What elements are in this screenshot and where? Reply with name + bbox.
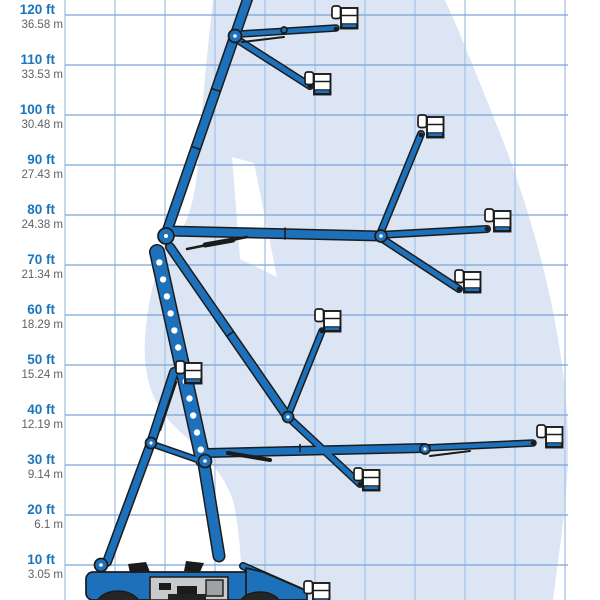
axis-label-ft: 70 ft [27, 252, 55, 267]
joint-pins [99, 34, 427, 567]
engine-detail [177, 586, 197, 595]
axis-label-ft: 20 ft [27, 502, 55, 517]
top-jib-horizontal [237, 25, 339, 37]
hydraulic-cylinders [158, 36, 471, 462]
axis-label-m: 36.58 m [21, 19, 63, 31]
grid-horizontal-lines [65, 14, 568, 566]
upper-horizontal-boom [164, 227, 384, 240]
mount-bracket [128, 562, 150, 573]
axis-label-m: 33.53 m [21, 69, 63, 81]
axis-label-ft: 90 ft [27, 152, 55, 167]
axis-label-m: 15.24 m [21, 369, 63, 381]
axis-label-ft: 10 ft [27, 552, 55, 567]
axis-label-ft: 40 ft [27, 402, 55, 417]
top-jib-down [235, 37, 313, 89]
jib-to-mid-basket [284, 328, 325, 421]
axis-label-ft: 50 ft [27, 352, 55, 367]
upper-boom-tip [375, 226, 490, 238]
wheel [240, 591, 280, 600]
envelope-notch [232, 157, 277, 277]
chassis [85, 561, 308, 600]
axis-label-ft: 110 ft [20, 52, 55, 67]
axis-label-ft: 100 ft [19, 102, 55, 117]
mount-bracket [184, 561, 204, 572]
jib-down-right [378, 235, 462, 292]
wheel [96, 590, 140, 600]
left-leg-boom [103, 368, 178, 566]
axis-label-m: 3.05 m [27, 569, 63, 581]
axle [168, 594, 206, 600]
axis-label-m: 24.38 m [21, 219, 63, 231]
axis-label-m: 12.19 m [21, 419, 63, 431]
riser-boom [150, 245, 210, 467]
axis-label-m: 9.14 m [27, 469, 63, 481]
axis-label-ft: 80 ft [27, 202, 55, 217]
boom-lift-machine [85, 0, 537, 600]
riser-lower [198, 453, 224, 561]
lower-horizontal-boom [204, 444, 428, 457]
mid-diagonal-boom [166, 243, 291, 420]
axis-label-m: 21.34 m [21, 269, 63, 281]
grid [64, 0, 568, 600]
axis-label-m: 30.48 m [21, 119, 63, 131]
engine-detail [159, 583, 171, 590]
engine-detail [205, 579, 224, 597]
axis-label-m: 18.29 m [21, 319, 63, 331]
axis-label-ft: 60 ft [27, 302, 55, 317]
axis-label-m: 6.1 m [34, 519, 63, 531]
lower-boom-tip [421, 440, 536, 451]
axis-label-ft: 120 ft [19, 2, 55, 17]
leg-link [150, 442, 206, 464]
jib-up-right [377, 131, 424, 237]
axis-label-ft: 30 ft [27, 452, 55, 467]
axis-label-m: 27.43 m [21, 169, 63, 181]
